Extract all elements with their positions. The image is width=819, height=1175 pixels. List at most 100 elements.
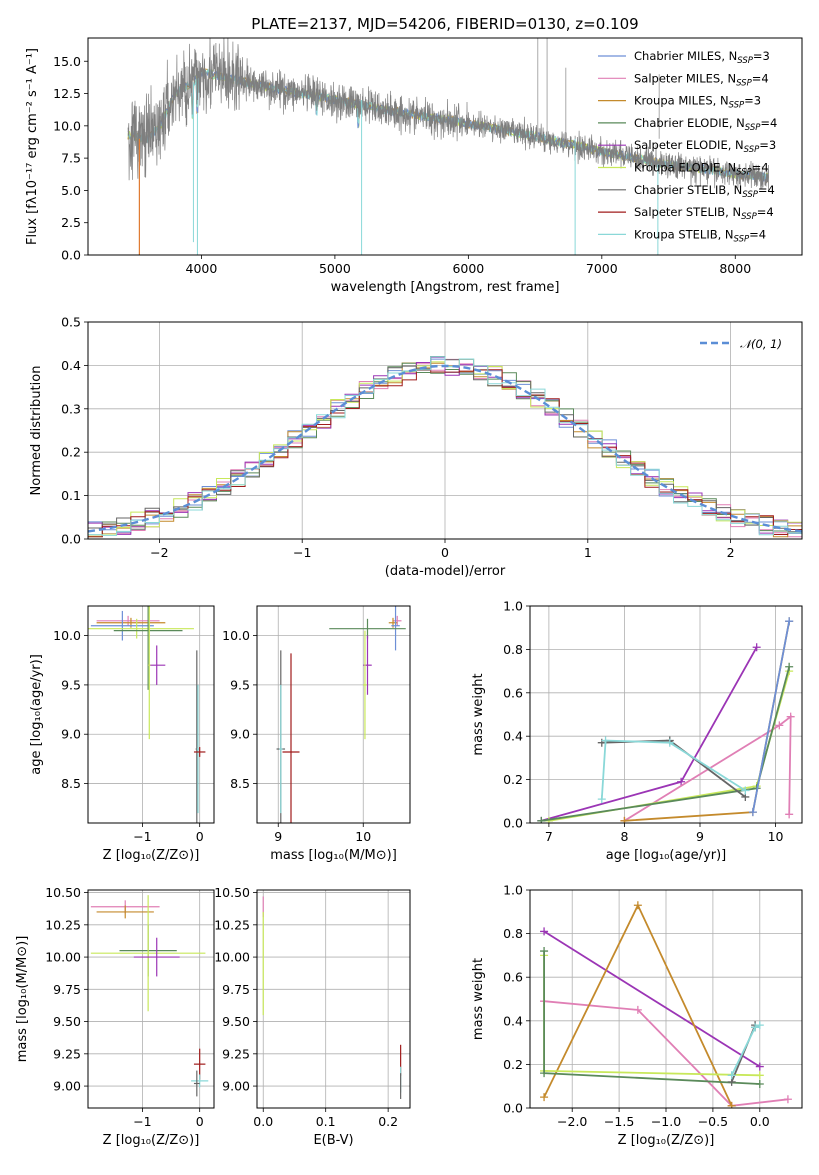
weight-marker — [665, 738, 674, 747]
x-tick-label: −1.5 — [604, 1114, 634, 1129]
axes-frame — [87, 889, 215, 1109]
weight-marker — [537, 816, 546, 823]
weight-line — [544, 1000, 789, 1107]
weight-line — [730, 1024, 761, 1076]
y-tick-label: 1.0 — [503, 883, 523, 898]
x-axis-label: mass [log₁₀(M/M⊙)] — [270, 848, 397, 863]
legend-label: Salpeter ELODIE, NSSP=3 — [634, 138, 776, 155]
x-tick-label: −2.0 — [557, 1114, 587, 1129]
y-tick-label: 0.2 — [61, 445, 81, 460]
weight-marker — [751, 1023, 760, 1032]
x-axis-label: E(B-V) — [313, 1133, 353, 1148]
x-tick-label: 10 — [355, 829, 371, 844]
y-tick-label: 0.6 — [503, 970, 523, 985]
error-bar-point — [148, 645, 166, 685]
y-tick-label: 0.4 — [503, 1013, 523, 1028]
y-tick-label: 0.0 — [503, 1101, 523, 1116]
legend-label: Chabrier ELODIE, NSSP=4 — [634, 116, 777, 133]
y-tick-label: 9.0 — [230, 727, 250, 742]
x-tick-label: −1 — [293, 545, 311, 560]
weight-marker — [633, 1005, 642, 1014]
axes-frame — [529, 889, 803, 1109]
error-bar-point — [148, 606, 151, 740]
x-axis-label: Z [log₁₀(Z/Z⊙)] — [103, 1133, 200, 1148]
panel-spectrum: 4000 5000 6000 7000 8000 0.0 2.5 5.0 7.5 10.0 12.5… — [25, 37, 803, 295]
legend-label: Salpeter MILES, NSSP=4 — [634, 71, 769, 88]
plot-area-mass_vs_Z — [88, 890, 214, 1108]
y-tick-label: 10.25 — [45, 917, 81, 932]
error-bar-point — [196, 684, 200, 814]
weight-line — [543, 930, 761, 1068]
y-tick-label: 10.50 — [45, 885, 81, 900]
axes-frame — [87, 321, 803, 540]
y-tick-label: 0.2 — [503, 772, 523, 787]
x-tick-label: 1 — [584, 545, 592, 560]
y-tick-label: 8.5 — [230, 776, 250, 791]
x-tick-label: −1 — [133, 1114, 151, 1129]
plot-area-weight_vs_age — [530, 606, 802, 823]
y-tick-label: 0.2 — [503, 1057, 523, 1072]
panel-residuals: −2 −1 0 1 2 0.0 0.1 0.2 0.3 0.4 0.5 (data-model)/er… — [29, 315, 803, 579]
weight-marker — [540, 1093, 549, 1102]
y-tick-label: 1.0 — [503, 599, 523, 614]
x-tick-label: −2 — [150, 545, 168, 560]
legend-label: Chabrier STELIB, NSSP=4 — [634, 183, 775, 200]
y-axis-label: mass [log₁₀(M/M⊙)] — [15, 936, 30, 1063]
y-tick-label: 10.00 — [45, 950, 81, 965]
residual-histogram — [88, 369, 802, 538]
error-bar-point — [90, 895, 206, 1012]
weight-marker — [540, 1069, 549, 1078]
axes-frame — [87, 605, 215, 824]
plot-area-weight_vs_Z — [530, 890, 802, 1108]
plot-area-age_vs_mass — [257, 606, 410, 823]
x-tick-label: 5000 — [319, 261, 351, 276]
plot-area-residuals — [88, 322, 802, 539]
axes-frame — [87, 37, 803, 256]
weight-marker — [755, 1080, 764, 1089]
weight-marker — [620, 816, 629, 823]
y-tick-label: 5.0 — [61, 183, 81, 198]
y-tick-label: 0.4 — [503, 729, 523, 744]
weight-marker — [727, 1101, 736, 1108]
error-bar-point — [279, 684, 283, 814]
error-bar-point — [96, 905, 154, 919]
weight-marker — [727, 1071, 736, 1080]
y-tick-label: 10.50 — [214, 885, 250, 900]
y-tick-label: 0.0 — [503, 816, 523, 831]
error-bar-point — [191, 1074, 209, 1088]
weight-line — [623, 714, 792, 822]
weight-marker — [597, 795, 606, 804]
y-tick-label: 0.0 — [61, 532, 81, 547]
x-tick-label: 0 — [196, 1114, 204, 1129]
error-bar-point — [193, 747, 206, 757]
weight-line — [601, 739, 746, 798]
plot-area-mass_vs_EBV — [257, 890, 410, 1108]
y-axis-label: mass weight — [471, 673, 486, 755]
weight-marker — [785, 662, 794, 671]
axes-frame — [256, 889, 411, 1109]
x-tick-label: −1.0 — [651, 1114, 681, 1129]
y-tick-label: 9.5 — [230, 677, 250, 692]
axes-frame — [529, 605, 803, 824]
observed-spectrum — [127, 38, 769, 192]
y-tick-label: 10.25 — [214, 917, 250, 932]
weight-marker — [540, 947, 549, 956]
x-tick-label: 0 — [441, 545, 449, 560]
y-tick-label: 0.0 — [61, 248, 81, 263]
y-tick-label: 8.5 — [61, 776, 81, 791]
y-tick-label: 15.0 — [53, 54, 81, 69]
weight-line — [752, 621, 791, 813]
weight-line — [548, 670, 791, 822]
panel-age_vs_mass: 9 10 8.5 9.0 9.5 10.0 mass [log₁₀(M/M⊙)] — [222, 605, 411, 863]
x-tick-label: 6000 — [452, 261, 484, 276]
weight-marker — [748, 808, 757, 817]
y-tick-label: 9.50 — [222, 1014, 250, 1029]
y-axis-label: Normed distribution — [29, 366, 44, 496]
gaussian-curve — [88, 364, 802, 533]
error-bar-point — [193, 1070, 200, 1097]
y-tick-label: 0.1 — [61, 488, 81, 503]
y-tick-label: 0.3 — [61, 401, 81, 416]
y-tick-label: 9.25 — [53, 1046, 81, 1061]
x-tick-label: 0.2 — [378, 1114, 398, 1129]
x-tick-label: 10 — [768, 829, 784, 844]
